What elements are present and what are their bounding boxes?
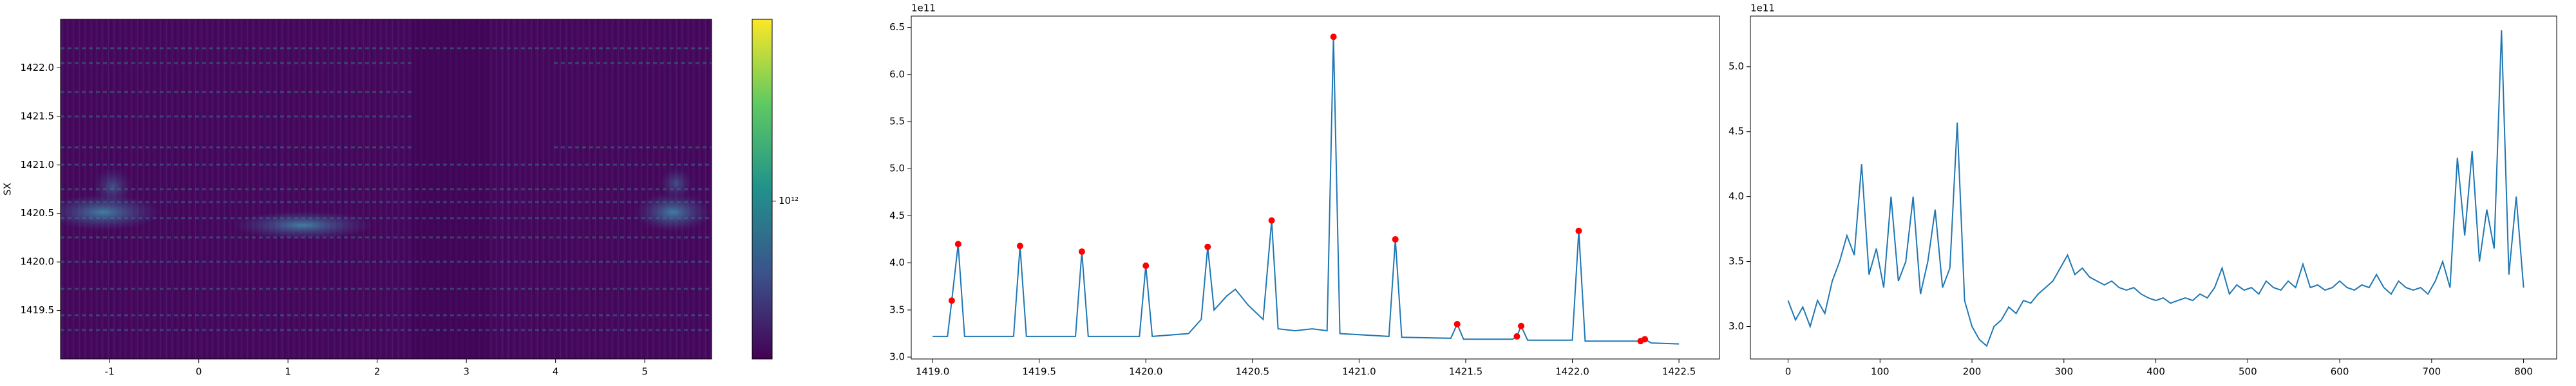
colorbar [752, 19, 772, 359]
peak-marker [1016, 243, 1023, 250]
x-tick-label: 600 [2331, 366, 2349, 378]
x-tick-label: 0 [1785, 366, 1792, 378]
peak-marker [1642, 336, 1649, 343]
x-tick-label: 700 [2423, 366, 2441, 378]
heatmap-image [61, 19, 712, 359]
x-tick-label: 1420.5 [1236, 366, 1270, 378]
x-tick-label: 1420.0 [1129, 366, 1163, 378]
x-tick-label: 500 [2239, 366, 2257, 378]
offset-text: 1e11 [911, 3, 936, 14]
peak-marker [1513, 333, 1520, 340]
y-tick-label: 6.5 [889, 21, 905, 33]
x-tick-label: 5 [641, 366, 648, 378]
data-line [933, 37, 1680, 345]
axes-frame [1750, 15, 2557, 360]
axes-frame [911, 15, 1720, 360]
colorbar-tick-label: 10¹² [779, 195, 799, 207]
y-tick-label: 1422.0 [21, 62, 55, 73]
y-tick-label: 4.5 [889, 210, 905, 221]
y-tick-label: 3.0 [889, 351, 905, 363]
x-tick-label: -1 [105, 366, 115, 378]
x-tick-label: 800 [2514, 366, 2533, 378]
x-tick-label: 100 [1871, 366, 1889, 378]
y-tick-label: 5.5 [889, 116, 905, 127]
y-tick-label: 6.0 [889, 68, 905, 80]
x-tick-label: 400 [2146, 366, 2165, 378]
y-tick-label: 1420.5 [21, 207, 55, 219]
y-tick-label: 1420.0 [21, 256, 55, 268]
x-tick-label: 0 [196, 366, 202, 378]
y-tick-label: 5.0 [889, 163, 905, 174]
peak-marker [948, 297, 955, 304]
peak-marker [1575, 227, 1582, 234]
peak-marker [1518, 322, 1525, 329]
x-tick-label: 1 [285, 366, 291, 378]
x-tick-label: 1421.5 [1449, 366, 1483, 378]
peak-marker [1268, 217, 1275, 224]
colorbar-frame [752, 19, 773, 360]
peak-marker [1330, 33, 1337, 41]
data-line [1787, 30, 2524, 347]
peak-marker [1142, 262, 1150, 270]
y-tick-label: 4.0 [1728, 190, 1744, 202]
peak-marker [1392, 236, 1399, 243]
peak-marker [954, 241, 961, 248]
y-tick-label: 1421.5 [21, 110, 55, 122]
x-tick-label: 1421.0 [1342, 366, 1376, 378]
peak-marker [1204, 243, 1211, 250]
y-tick-label: 1419.5 [21, 304, 55, 316]
x-tick-label: 1422.5 [1662, 366, 1696, 378]
peak-marker [1078, 248, 1085, 255]
x-tick-label: 4 [553, 366, 559, 378]
y-tick-label: 4.0 [889, 257, 905, 268]
x-tick-label: 300 [2054, 366, 2073, 378]
y-tick-label: 3.5 [889, 304, 905, 315]
axes-frame [60, 19, 712, 360]
x-tick-label: 1419.5 [1022, 366, 1056, 378]
x-tick-label: 1419.0 [916, 366, 950, 378]
x-tick-label: 3 [463, 366, 469, 378]
offset-text: 1e11 [1750, 3, 1775, 14]
x-tick-label: 200 [1963, 366, 1982, 378]
x-tick-label: 1422.0 [1555, 366, 1589, 378]
y-tick-label: 3.5 [1728, 255, 1744, 267]
y-tick-label: 5.0 [1728, 60, 1744, 72]
x-tick-label: 2 [374, 366, 381, 378]
y-tick-label: 1421.0 [21, 159, 55, 170]
y-tick-label: 3.0 [1728, 320, 1744, 332]
y-tick-label: 4.5 [1728, 125, 1744, 137]
y-axis-label: SX [2, 183, 14, 196]
peak-marker [1454, 320, 1461, 327]
